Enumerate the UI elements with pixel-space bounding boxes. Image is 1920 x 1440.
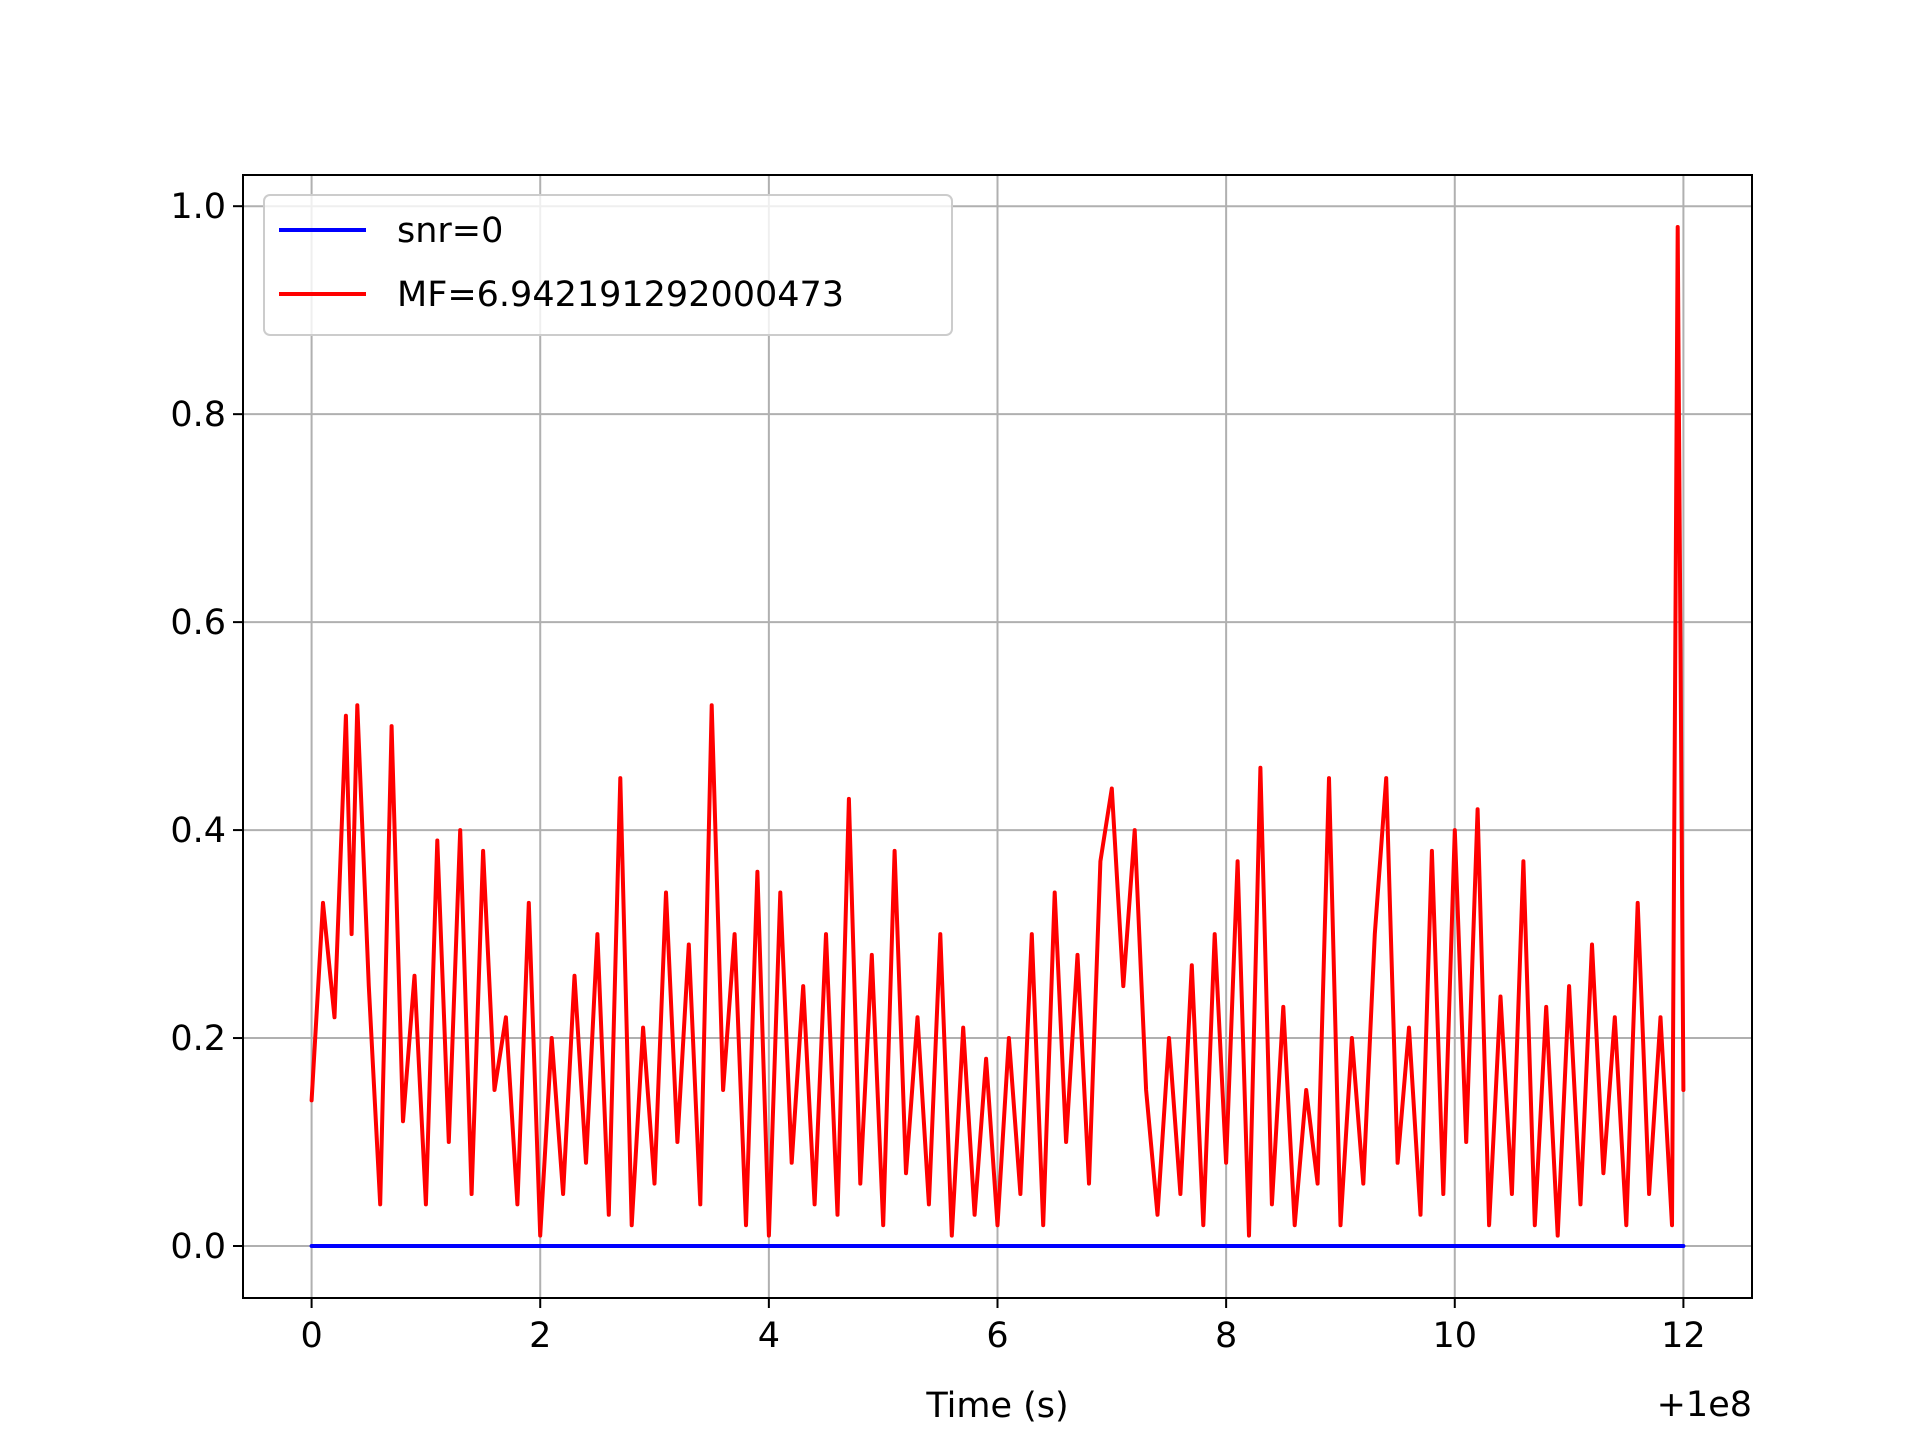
- y-tick-label: 1.0: [170, 187, 226, 227]
- y-tick-label: 0.6: [170, 603, 226, 643]
- x-tick-label: 10: [1432, 1316, 1477, 1356]
- legend: snr=0 MF=6.942191292000473: [263, 194, 953, 336]
- y-tick-label: 0.8: [170, 395, 226, 435]
- y-tick-label: 0.0: [170, 1227, 226, 1267]
- axis-ticks: 0 2 4 6 8 10 12 0.0 0.2 0.4 0.6 0.8 1.0: [170, 187, 1705, 1356]
- x-tick-label: 6: [986, 1316, 1008, 1356]
- y-tick-label: 0.2: [170, 1019, 226, 1059]
- x-tick-label: 2: [529, 1316, 551, 1356]
- x-tick-label: 12: [1661, 1316, 1706, 1356]
- series-lines: [309, 225, 1686, 1248]
- legend-box: [263, 194, 953, 336]
- x-tick-label: 8: [1215, 1316, 1237, 1356]
- legend-label: MF=6.942191292000473: [397, 275, 844, 315]
- x-tick-label: 4: [758, 1316, 780, 1356]
- series-line-1: [309, 225, 1686, 1238]
- x-axis-offset-label: +1e8: [1657, 1385, 1752, 1425]
- legend-label: snr=0: [397, 211, 503, 251]
- y-tick-label: 0.4: [170, 811, 226, 851]
- x-tick-label: 0: [300, 1316, 322, 1356]
- x-axis-label: Time (s): [925, 1386, 1068, 1426]
